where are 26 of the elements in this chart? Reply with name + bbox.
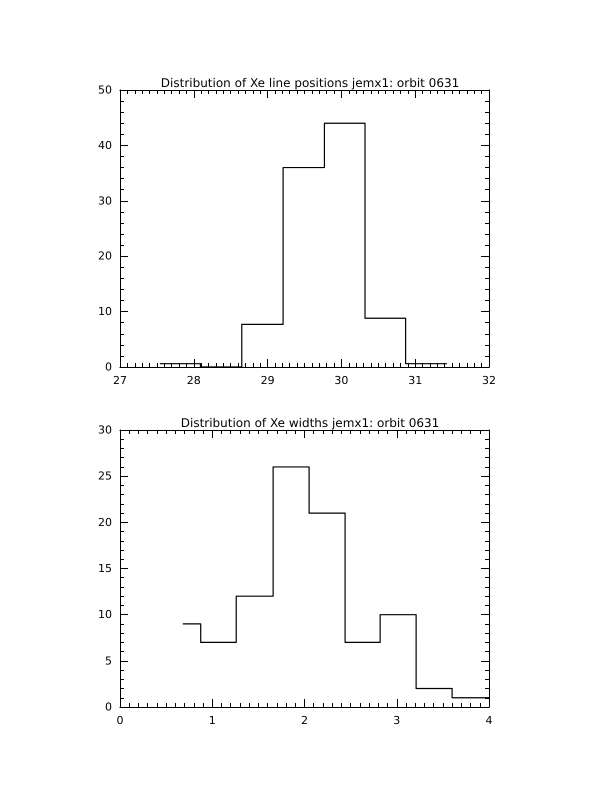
y-tick-label: 25 (98, 470, 112, 483)
y-tick-label: 40 (98, 138, 112, 152)
x-tick-label: 31 (408, 374, 422, 387)
x-tick-label: 28 (186, 374, 201, 387)
x-tick-label: 0 (116, 714, 124, 727)
y-tick-label: 0 (105, 700, 112, 714)
y-tick-label: 20 (98, 516, 112, 529)
chart-title: Distribution of Xe widths jemx1: orbit 0631 (180, 416, 440, 430)
y-tick-label: 30 (98, 424, 112, 436)
x-tick-label: 3 (393, 714, 400, 727)
chart-title: Distribution of Xe line positions jemx1: orbit 0631 (160, 76, 460, 90)
x-tick-label: 2 (301, 714, 308, 727)
y-tick-label: 0 (105, 360, 112, 374)
y-tick-label: 5 (105, 654, 112, 668)
x-tick-label: 32 (482, 374, 496, 387)
x-tick-label: 1 (208, 714, 216, 727)
x-tick-label: 29 (260, 374, 275, 387)
y-tick-label: 15 (98, 562, 112, 575)
y-tick-label: 30 (98, 194, 112, 208)
y-tick-label: 50 (98, 84, 112, 96)
y-tick-label: 10 (98, 608, 112, 622)
y-tick-label: 10 (98, 305, 112, 318)
x-tick-label: 27 (113, 374, 127, 387)
y-tick-label: 20 (98, 250, 112, 263)
x-tick-label: 30 (334, 374, 348, 387)
x-tick-label: 4 (486, 714, 492, 727)
